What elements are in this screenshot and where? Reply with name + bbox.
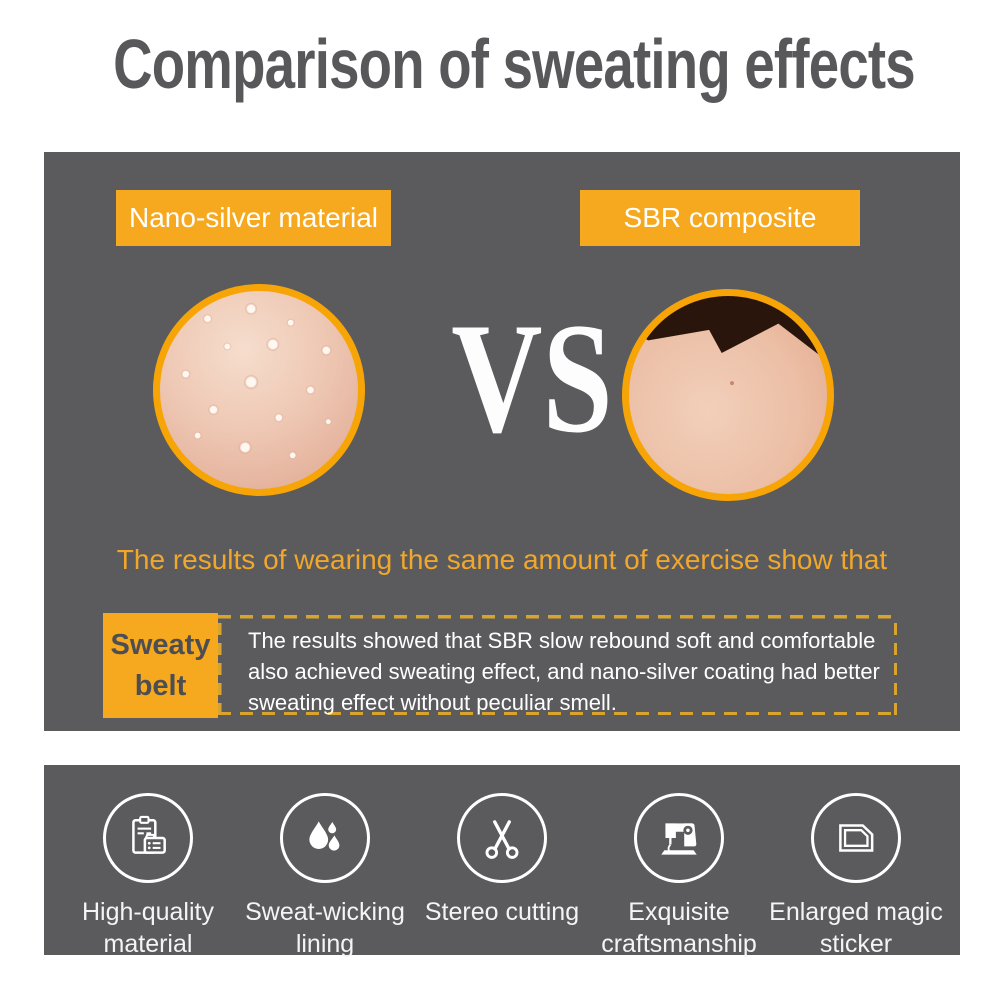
feature-enlarged-magic-sticker: Enlarged magic sticker — [768, 765, 944, 958]
sweaty-belt-badge: Sweaty belt — [103, 613, 218, 718]
result-line: The results of wearing the same amount o… — [116, 544, 888, 575]
feature-label: Exquisite craftsmanship — [601, 898, 757, 958]
vs-text: VS — [451, 291, 613, 466]
clipboard-folder-icon — [103, 793, 193, 883]
feature-label: Sweat-wicking lining — [245, 898, 405, 958]
feature-stereo-cutting: Stereo cutting — [414, 765, 590, 955]
magic-sticker-icon — [811, 793, 901, 883]
water-drops-icon — [280, 793, 370, 883]
nano-silver-skin-photo — [153, 284, 365, 496]
scissors-icon — [457, 793, 547, 883]
feature-label: Enlarged magic sticker — [769, 898, 943, 958]
sewing-machine-icon — [634, 793, 724, 883]
page-title-text: Comparison of sweating effects — [113, 25, 916, 103]
feature-label: Stereo cutting — [424, 898, 580, 926]
feature-exquisite-craftsmanship: Exquisite craftsmanship — [591, 765, 767, 958]
feature-sweat-wicking-lining: Sweat-wicking lining — [237, 765, 413, 958]
description-text: The results showed that SBR slow rebound… — [248, 628, 880, 715]
description-box: The results showed that SBR slow rebound… — [218, 615, 897, 715]
sbr-skin-photo — [622, 289, 834, 501]
label-sbr-composite: SBR composite — [580, 190, 860, 246]
feature-label: High-quality material — [81, 898, 214, 958]
label-nano-silver: Nano-silver material — [116, 190, 391, 246]
features-panel: High-quality material Sweat-wicking lini… — [44, 765, 960, 958]
feature-high-quality-material: High-quality material — [60, 765, 236, 958]
sweat-droplets-overlay — [160, 291, 358, 489]
page-title: Comparison of sweating effects — [0, 24, 1001, 104]
comparison-panel: Nano-silver material SBR composite VS Th… — [44, 152, 960, 731]
